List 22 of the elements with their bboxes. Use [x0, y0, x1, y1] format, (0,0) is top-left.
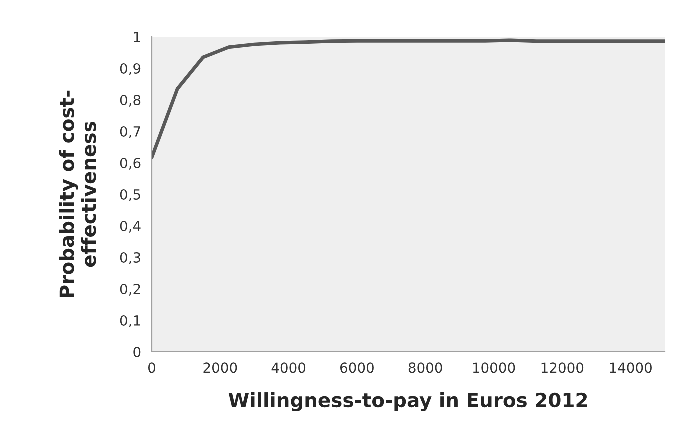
y-tick-label: 0 [134, 346, 141, 358]
x-tick-label: 2000 [204, 362, 238, 374]
line-series [152, 38, 665, 160]
x-tick-label: 10000 [473, 362, 516, 374]
y-tick-label: 0,1 [120, 315, 140, 328]
x-tick-label: 0 [148, 362, 156, 374]
x-tick-label: 14000 [610, 362, 652, 374]
y-tick-label: 0,5 [120, 189, 140, 202]
x-axis-title: Willingness-to-pay in Euros 2012 [228, 392, 588, 412]
y-tick-label: 0,6 [120, 158, 141, 170]
x-tick-label: 4000 [272, 362, 306, 374]
x-tick-label: 6000 [340, 362, 374, 374]
y-tick-label: 0,2 [120, 284, 140, 296]
y-axis-title: Probability of cost- effectiveness [59, 90, 96, 298]
y-tick-label: 0,8 [120, 94, 141, 107]
y-tick-label: 0,4 [120, 220, 141, 233]
y-tick-label: 0,9 [120, 63, 141, 76]
y-tick-label: 0,7 [120, 126, 140, 138]
x-tick-label: 12000 [542, 362, 584, 374]
y-tick-label: 1 [134, 32, 140, 42]
x-tick-label: 8000 [408, 362, 442, 374]
y-tick-label: 0,3 [120, 252, 140, 264]
